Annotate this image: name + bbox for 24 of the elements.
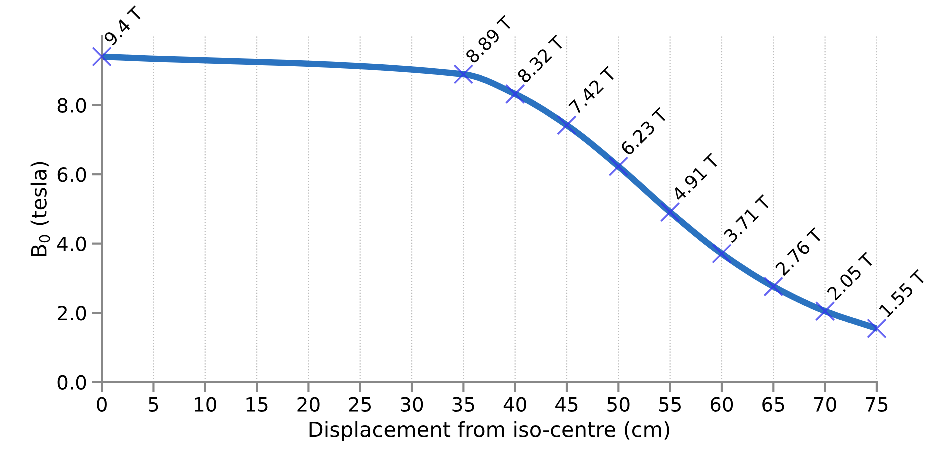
x-tick-label: 40: [504, 397, 526, 412]
x-tick-label: 50: [608, 397, 630, 412]
y-axis-title: B$_{0}$ (tesla): [30, 162, 50, 256]
x-tick-label: 25: [349, 397, 372, 412]
x-tick-label: 0: [97, 397, 107, 412]
data-label: 9.4 T: [103, 6, 144, 47]
x-axis-title: Displacement from iso-centre (cm): [310, 421, 670, 442]
x-tick-label: 5: [149, 398, 158, 412]
x-tick-label: 10: [195, 397, 216, 412]
x-tick-label: 60: [710, 397, 734, 412]
y-tick-label: 8.0: [58, 98, 86, 113]
x-tick-label: 15: [246, 398, 268, 412]
x-tick-label: 45: [556, 398, 578, 412]
y-tick-label: 4.0: [58, 236, 86, 252]
x-tick-label: 75: [866, 398, 888, 412]
y-tick-label: 0.0: [58, 375, 86, 390]
y-tick-label: 6.0: [58, 168, 86, 182]
x-tick-label: 30: [401, 397, 424, 412]
x-tick-label: 65: [762, 397, 784, 412]
x-tick-label: 70: [814, 397, 836, 412]
y-tick-label: 2.0: [58, 306, 86, 321]
x-tick-label: 35: [452, 397, 474, 412]
x-tick-label: 55: [659, 398, 681, 412]
x-tick-label: 20: [298, 397, 320, 412]
